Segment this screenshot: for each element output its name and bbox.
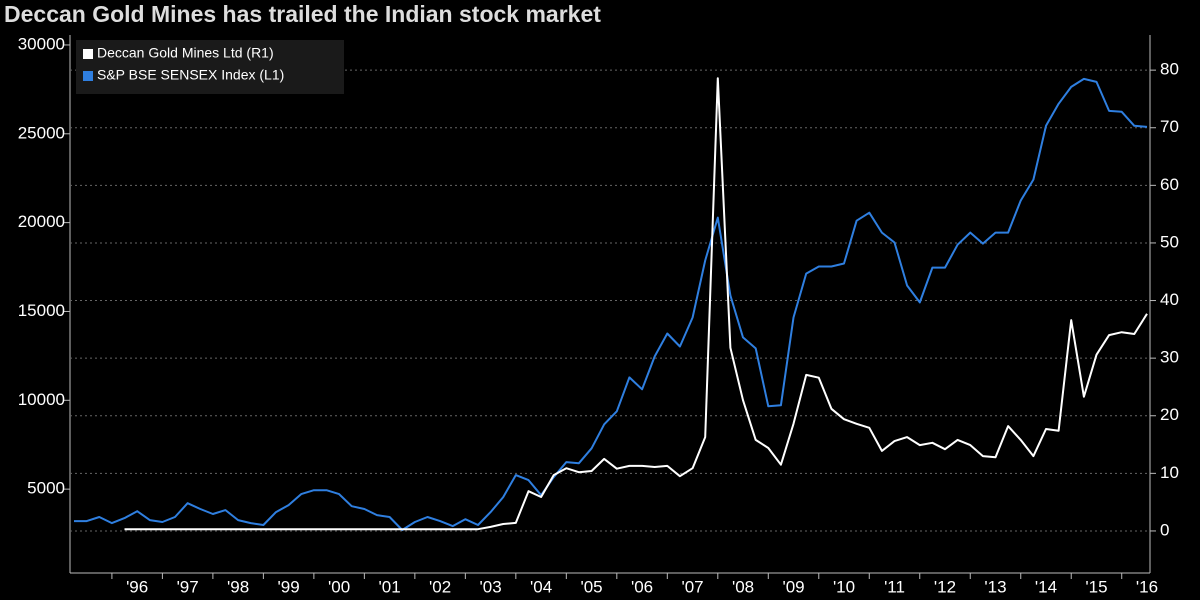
line-series xyxy=(124,77,1148,531)
y-tick-label: 30000 xyxy=(18,34,65,53)
x-tick-label: '16 xyxy=(1136,577,1158,596)
y2-tick-label: 40 xyxy=(1160,290,1179,309)
x-tick-label: '15 xyxy=(1085,577,1107,596)
y2-tick-label: 20 xyxy=(1160,405,1179,424)
x-tick-label: '96 xyxy=(126,577,148,596)
x-tick-label: '04 xyxy=(530,577,552,596)
x-tick-label: '00 xyxy=(328,577,350,596)
y-tick-label: 15000 xyxy=(18,301,65,320)
y2-tick-label: 30 xyxy=(1160,348,1179,367)
x-tick-label: '13 xyxy=(984,577,1006,596)
x-tick-label: '12 xyxy=(934,577,956,596)
x-tick-label: '05 xyxy=(580,577,602,596)
chart-title: Deccan Gold Mines has trailed the Indian… xyxy=(4,1,601,27)
x-tick-label: '01 xyxy=(379,577,401,596)
x-tick-label: '08 xyxy=(732,577,754,596)
x-tick-label: '02 xyxy=(429,577,451,596)
x-tick-label: '10 xyxy=(833,577,855,596)
y2-tick-label: 70 xyxy=(1160,117,1179,136)
x-tick-label: '06 xyxy=(631,577,653,596)
y2-tick-label: 10 xyxy=(1160,463,1179,482)
line-series xyxy=(74,77,1148,531)
x-tick-label: '98 xyxy=(227,577,249,596)
x-tick-label: '03 xyxy=(480,577,502,596)
x-tick-label: '07 xyxy=(681,577,703,596)
x-tick-label: '99 xyxy=(278,577,300,596)
y-tick-label: 20000 xyxy=(18,212,65,231)
y-tick-label: 10000 xyxy=(18,390,65,409)
x-tick-label: '14 xyxy=(1035,577,1057,596)
x-tick-label: '11 xyxy=(884,577,905,596)
y2-tick-label: 50 xyxy=(1160,232,1179,251)
y2-tick-label: 0 xyxy=(1160,520,1169,539)
legend-box xyxy=(76,40,344,94)
legend-label: Deccan Gold Mines Ltd (R1) xyxy=(97,45,274,61)
y2-tick-label: 80 xyxy=(1160,60,1179,79)
legend: Deccan Gold Mines Ltd (R1) S&P BSE SENSEX… xyxy=(76,40,344,94)
y-tick-label: 25000 xyxy=(18,123,65,142)
legend-swatch xyxy=(83,49,93,59)
y2-tick-label: 60 xyxy=(1160,175,1179,194)
x-tick-label: '09 xyxy=(782,577,804,596)
x-tick-label: '97 xyxy=(177,577,199,596)
legend-label: S&P BSE SENSEX Index (L1) xyxy=(97,67,284,83)
legend-swatch xyxy=(83,71,93,81)
y-tick-label: 5000 xyxy=(27,479,65,498)
